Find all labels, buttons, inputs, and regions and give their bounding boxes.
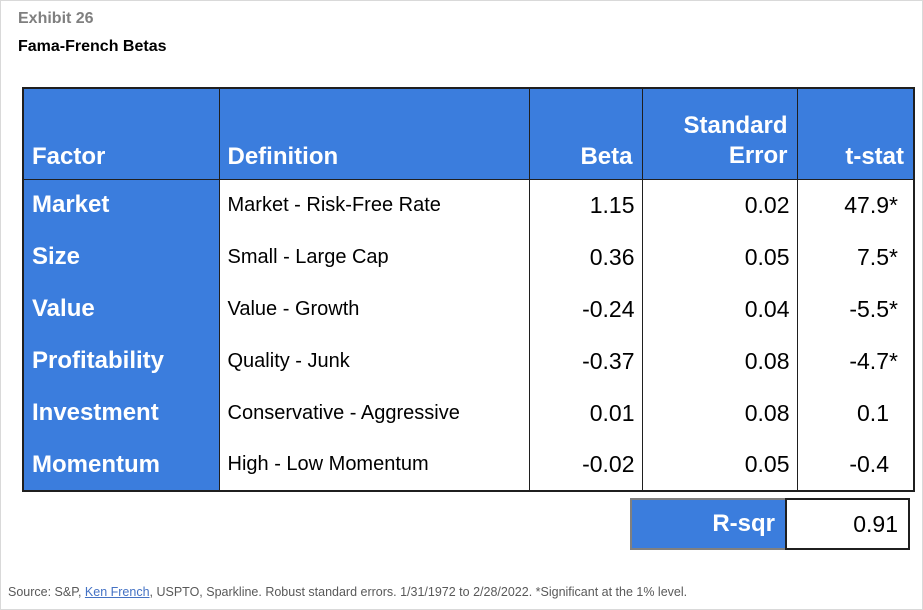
definition-cell: Conservative - Aggressive: [218, 387, 530, 439]
t-stat-value: -4.7: [849, 347, 889, 374]
column-header-beta: Beta: [528, 87, 643, 180]
t-stat-cell: 7.5*: [796, 231, 915, 283]
t-stat-cell: -0.4: [796, 439, 915, 491]
t-stat-value: 7.5: [857, 243, 889, 270]
t-stat-value: 0.1: [857, 399, 889, 426]
table-row: Momentum High - Low Momentum -0.02 0.05 …: [22, 439, 915, 491]
standard-error-cell: 0.08: [641, 335, 798, 387]
source-text-prefix: Source: S&P,: [8, 585, 85, 599]
factor-cell: Profitability: [22, 335, 220, 387]
column-header-factor: Factor: [22, 87, 220, 180]
t-stat-value: -0.4: [849, 451, 889, 477]
table-row: Size Small - Large Cap 0.36 0.05 7.5*: [22, 231, 915, 283]
factor-cell: Market: [22, 179, 220, 231]
t-stat-cell: -4.7*: [796, 335, 915, 387]
beta-cell: 0.36: [528, 231, 643, 283]
standard-error-cell: 0.02: [641, 179, 798, 231]
t-stat-value: 47.9: [844, 191, 889, 218]
factor-cell: Investment: [22, 387, 220, 439]
beta-cell: -0.37: [528, 335, 643, 387]
table-row: Market Market - Risk-Free Rate 1.15 0.02…: [22, 179, 915, 231]
factor-cell: Momentum: [22, 439, 220, 491]
table-row: Profitability Quality - Junk -0.37 0.08 …: [22, 335, 915, 387]
standard-error-cell: 0.05: [641, 231, 798, 283]
definition-cell: Quality - Junk: [218, 335, 530, 387]
standard-error-label: Standard Error: [683, 111, 788, 169]
t-stat-value: -5.5: [849, 295, 889, 322]
table-row: Value Value - Growth -0.24 0.04 -5.5*: [22, 283, 915, 335]
factor-cell: Size: [22, 231, 220, 283]
table-row: Investment Conservative - Aggressive 0.0…: [22, 387, 915, 439]
factor-cell: Value: [22, 283, 220, 335]
column-header-definition: Definition: [218, 87, 530, 180]
exhibit-title: Fama-French Betas: [18, 38, 167, 55]
column-header-t-stat: t-stat: [796, 87, 915, 180]
fama-french-betas-table: Factor Definition Beta Standard Error t-…: [22, 87, 915, 492]
beta-cell: -0.02: [528, 439, 643, 491]
exhibit-number: Exhibit 26: [18, 10, 94, 27]
r-squared-value: 0.91: [785, 498, 910, 550]
t-stat-cell: -5.5*: [796, 283, 915, 335]
definition-cell: Market - Risk-Free Rate: [218, 179, 530, 231]
table-header-row: Factor Definition Beta Standard Error t-…: [22, 87, 915, 180]
source-text-suffix: , USPTO, Sparkline. Robust standard erro…: [149, 585, 688, 599]
definition-cell: High - Low Momentum: [218, 439, 530, 491]
column-header-standard-error: Standard Error: [641, 87, 798, 180]
r-squared-label: R-sqr: [632, 500, 785, 548]
definition-cell: Value - Growth: [218, 283, 530, 335]
ken-french-link[interactable]: Ken French: [84, 585, 150, 599]
standard-error-cell: 0.04: [641, 283, 798, 335]
source-footnote: Source: S&P, Ken French, USPTO, Sparklin…: [8, 585, 687, 599]
beta-cell: -0.24: [528, 283, 643, 335]
standard-error-cell: 0.05: [641, 439, 798, 491]
beta-cell: 0.01: [528, 387, 643, 439]
r-squared-summary: R-sqr 0.91: [630, 498, 910, 550]
beta-cell: 1.15: [528, 179, 643, 231]
definition-cell: Small - Large Cap: [218, 231, 530, 283]
t-stat-cell: 0.1: [796, 387, 915, 439]
t-stat-cell: 47.9*: [796, 179, 915, 231]
standard-error-cell: 0.08: [641, 387, 798, 439]
